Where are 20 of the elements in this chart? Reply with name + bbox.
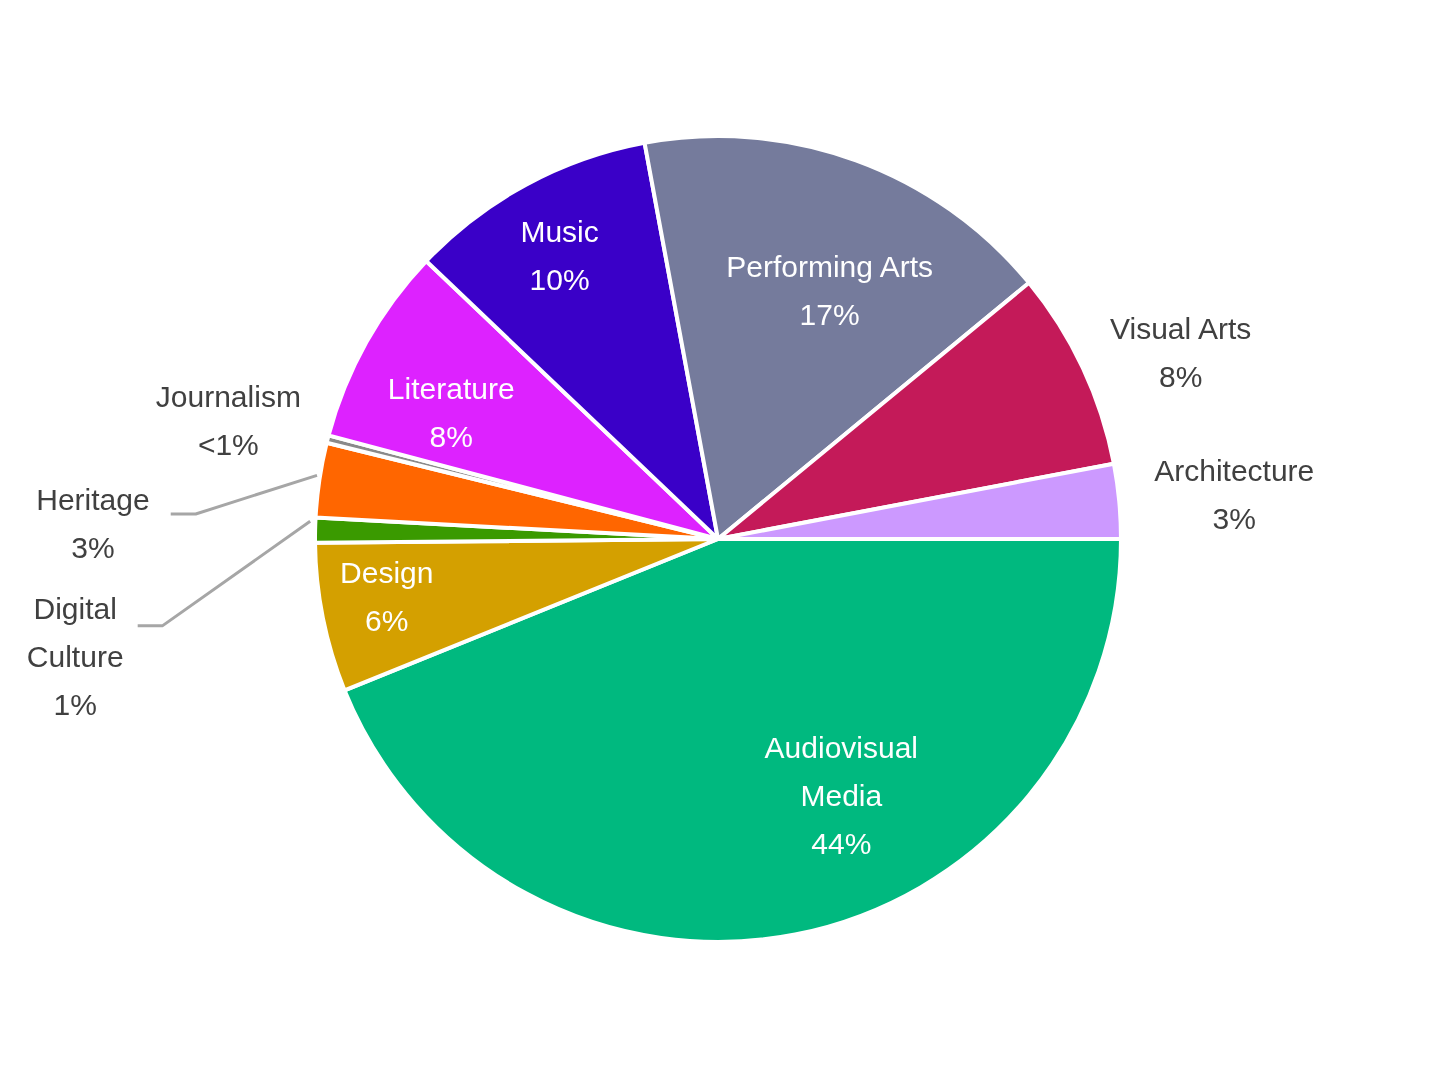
data-label: 44%	[811, 826, 872, 860]
slice-label: Heritage	[36, 483, 150, 517]
data-label: 3%	[1212, 501, 1256, 535]
data-label: <1%	[197, 427, 259, 461]
slice-label: Performing Arts	[726, 250, 933, 284]
slice-label: Design	[340, 555, 434, 589]
slice-label: Journalism	[155, 379, 301, 413]
slice-label: Visual Arts	[1110, 312, 1252, 346]
slice-label: Architecture	[1154, 453, 1315, 487]
slice-label: Audiovisual Media	[764, 730, 919, 812]
slice-label: Literature	[387, 371, 515, 405]
data-label: 6%	[365, 603, 409, 637]
data-label: 17%	[799, 298, 860, 332]
data-label: 3%	[71, 531, 115, 565]
slice-label: Digital Culture	[26, 591, 124, 673]
slice-label: Music	[520, 214, 599, 248]
data-label: 10%	[529, 262, 590, 296]
data-label: 8%	[1158, 360, 1203, 394]
data-label: 1%	[53, 687, 97, 721]
data-label: 8%	[429, 419, 473, 453]
